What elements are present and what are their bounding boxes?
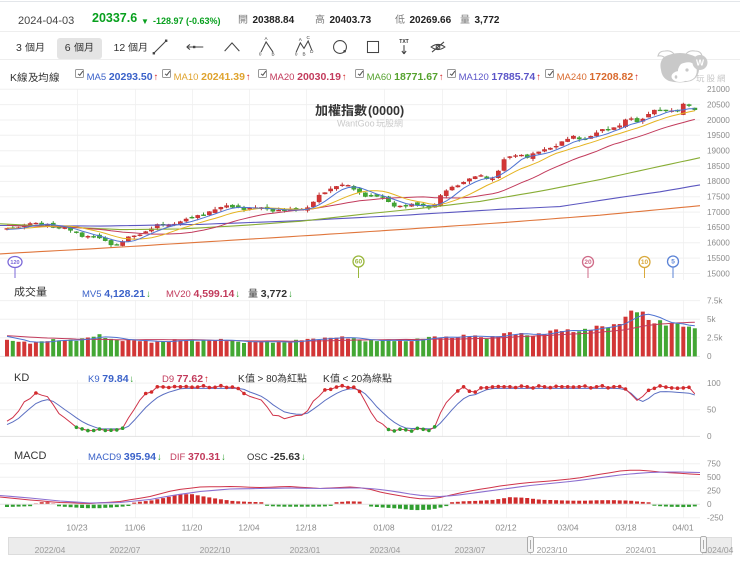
svg-text:01/08: 01/08 <box>373 523 395 533</box>
svg-text:2023/07: 2023/07 <box>455 545 486 555</box>
svg-text:02/12: 02/12 <box>495 523 517 533</box>
svg-text:2024/04: 2024/04 <box>703 545 734 555</box>
svg-text:03/18: 03/18 <box>615 523 637 533</box>
svg-text:120: 120 <box>10 260 19 266</box>
svg-text:12/04: 12/04 <box>238 523 260 533</box>
svg-text:0: 0 <box>295 51 298 56</box>
svg-text:2.5k: 2.5k <box>707 334 723 343</box>
svg-text:01/22: 01/22 <box>431 523 453 533</box>
svg-text:11/20: 11/20 <box>182 523 203 533</box>
svg-text:2022/10: 2022/10 <box>200 545 231 555</box>
svg-text:100: 100 <box>707 379 721 388</box>
svg-text:18000: 18000 <box>707 177 730 186</box>
svg-text:0: 0 <box>707 432 712 441</box>
svg-text:A: A <box>265 36 269 41</box>
svg-text:B: B <box>271 52 274 57</box>
svg-text:16000: 16000 <box>707 239 730 248</box>
svg-text:2023/04: 2023/04 <box>370 545 401 555</box>
svg-text:20500: 20500 <box>707 100 730 109</box>
svg-text:(0000): (0000) <box>368 104 404 118</box>
svg-text:21000: 21000 <box>707 85 730 94</box>
svg-text:50: 50 <box>707 406 717 415</box>
svg-text:D: D <box>310 49 314 54</box>
svg-text:17000: 17000 <box>707 208 730 217</box>
svg-text:0: 0 <box>259 52 262 57</box>
svg-text:15000: 15000 <box>707 269 730 278</box>
svg-text:-250: -250 <box>707 514 724 523</box>
svg-text:0: 0 <box>707 352 712 361</box>
svg-text:7.5k: 7.5k <box>707 296 723 305</box>
svg-text:2023/10: 2023/10 <box>537 545 568 555</box>
svg-text:20000: 20000 <box>707 116 730 125</box>
svg-text:A: A <box>299 37 303 42</box>
svg-text:750: 750 <box>707 460 721 469</box>
svg-text:5k: 5k <box>707 315 717 324</box>
svg-text:2023/01: 2023/01 <box>290 545 321 555</box>
svg-text:C: C <box>306 35 310 40</box>
svg-text:18500: 18500 <box>707 162 730 171</box>
svg-text:04/01: 04/01 <box>672 523 694 533</box>
svg-text:2024/01: 2024/01 <box>626 545 657 555</box>
svg-text:19000: 19000 <box>707 147 730 156</box>
svg-text:17500: 17500 <box>707 193 730 202</box>
svg-text:20: 20 <box>584 259 592 266</box>
svg-text:2022/07: 2022/07 <box>110 545 141 555</box>
svg-text:TXT: TXT <box>399 39 409 45</box>
svg-text:60: 60 <box>355 259 363 266</box>
svg-text:16500: 16500 <box>707 223 730 232</box>
svg-text:500: 500 <box>707 473 721 482</box>
svg-text:B: B <box>302 52 305 57</box>
svg-text:19500: 19500 <box>707 131 730 140</box>
svg-text:11/06: 11/06 <box>125 523 146 533</box>
svg-text:WantGoo: WantGoo <box>337 119 375 129</box>
svg-text:250: 250 <box>707 487 721 496</box>
svg-text:10: 10 <box>641 259 649 266</box>
svg-text:15500: 15500 <box>707 254 730 263</box>
svg-text:12/18: 12/18 <box>295 523 317 533</box>
svg-text:W: W <box>696 58 705 68</box>
svg-text:03/04: 03/04 <box>557 523 579 533</box>
svg-text:2022/04: 2022/04 <box>35 545 66 555</box>
svg-text:0: 0 <box>707 500 712 509</box>
svg-text:5: 5 <box>671 259 675 266</box>
svg-text:10/23: 10/23 <box>66 523 88 533</box>
